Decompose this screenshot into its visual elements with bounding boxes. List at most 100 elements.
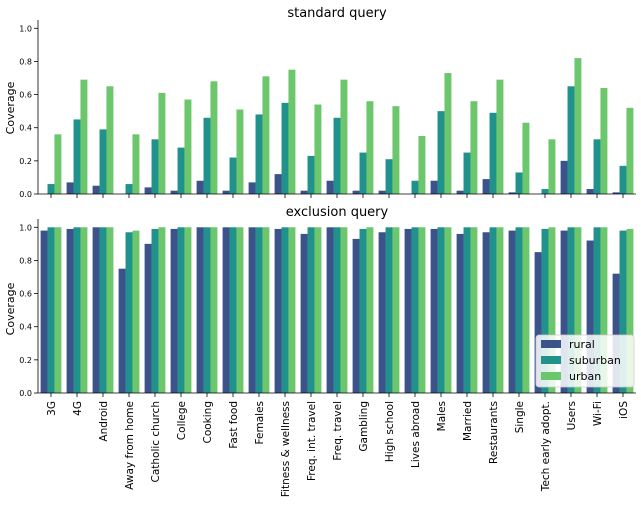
bar-suburban <box>567 86 575 194</box>
bar-urban <box>236 109 244 194</box>
bar-suburban <box>515 227 523 393</box>
bar-rural <box>66 182 74 194</box>
bar-rural <box>456 190 464 194</box>
x-tick-label: High school <box>384 401 396 462</box>
bar-rural <box>482 179 490 194</box>
bar-urban <box>158 92 166 194</box>
x-tick-label: Away from home <box>124 401 136 490</box>
bar-urban <box>496 79 504 194</box>
x-tick-label: Males <box>436 401 448 431</box>
bar-suburban <box>463 152 471 194</box>
bar-urban <box>314 227 322 393</box>
x-tick-label: Wi-Fi <box>592 401 604 426</box>
legend-label-suburban: suburban <box>569 354 621 367</box>
bar-suburban <box>463 227 471 393</box>
bar-suburban <box>411 227 419 393</box>
bars <box>40 227 634 393</box>
x-tick-label: Users <box>566 401 578 430</box>
bar-rural <box>222 227 230 393</box>
legend-swatch-rural <box>541 340 561 348</box>
bar-rural <box>586 240 594 393</box>
bar-urban <box>314 104 322 194</box>
bar-rural <box>274 228 282 393</box>
bar-urban <box>366 227 374 393</box>
bar-suburban <box>489 227 497 393</box>
panel-title: standard query <box>287 6 387 21</box>
bar-rural <box>144 187 152 194</box>
bar-suburban <box>333 227 341 393</box>
bar-rural <box>352 238 360 393</box>
bar-suburban <box>203 117 211 194</box>
bar-urban <box>132 134 140 194</box>
bar-urban <box>288 227 296 393</box>
x-tick-label: Freq. travel <box>332 401 344 461</box>
bars <box>47 58 634 194</box>
bar-urban <box>262 227 270 393</box>
bar-urban <box>262 76 270 194</box>
bar-rural <box>118 268 126 393</box>
y-ticks: 0.0 0.2 0.4 0.6 0.8 1.0 <box>19 223 38 398</box>
bar-rural <box>66 228 74 393</box>
bar-suburban <box>255 227 263 393</box>
bar-suburban <box>489 112 497 194</box>
bar-suburban <box>229 227 237 393</box>
y-axis-label: Coverage <box>4 282 17 335</box>
x-tick-label: iOS <box>618 401 630 419</box>
bar-rural <box>196 227 204 393</box>
y-tick-label: 0.8 <box>19 256 32 265</box>
x-tick-labels: 3G 4G Android Away from home Catholic church… <box>46 401 630 497</box>
bar-urban <box>496 227 504 393</box>
x-tick-label: Fitness & wellness <box>280 401 292 497</box>
bar-suburban <box>177 147 185 194</box>
bar-urban <box>548 139 556 194</box>
bar-urban <box>236 227 244 393</box>
bar-suburban <box>73 119 81 194</box>
bar-rural <box>248 182 256 194</box>
bar-rural <box>430 228 438 393</box>
bar-urban <box>444 73 452 194</box>
bar-suburban <box>99 227 107 393</box>
bar-rural <box>92 185 100 194</box>
bar-urban <box>600 87 608 194</box>
bar-urban <box>340 227 348 393</box>
bar-rural <box>456 233 464 393</box>
x-tick-label: 3G <box>46 401 58 416</box>
bar-rural <box>196 180 204 194</box>
x-tick-label: Married <box>462 401 474 441</box>
bar-suburban <box>411 180 419 194</box>
bar-rural <box>560 230 568 393</box>
bar-rural <box>430 180 438 194</box>
bar-rural <box>508 192 516 194</box>
bar-rural <box>92 227 100 393</box>
x-tick-label: Tech early adopt. <box>540 401 552 492</box>
bar-urban <box>444 227 452 393</box>
bar-rural <box>508 230 516 393</box>
bar-suburban <box>151 139 159 194</box>
bar-urban <box>54 227 62 393</box>
bar-rural <box>378 190 386 194</box>
y-tick-label: 0.6 <box>19 290 32 299</box>
y-tick-label: 0.2 <box>19 356 32 365</box>
panel-title: exclusion query <box>286 205 389 220</box>
legend-label-urban: urban <box>569 370 601 383</box>
bar-suburban <box>229 157 237 194</box>
bar-urban <box>288 69 296 194</box>
y-tick-label: 0.2 <box>19 157 32 166</box>
bar-urban <box>418 227 426 393</box>
bar-rural <box>586 189 594 194</box>
bar-rural <box>352 190 360 194</box>
bar-urban <box>80 227 88 393</box>
y-tick-label: 1.0 <box>19 223 32 232</box>
bar-suburban <box>281 102 289 194</box>
y-ticks: 0.0 0.2 0.4 0.6 0.8 1.0 <box>19 24 38 199</box>
bar-rural <box>612 192 620 194</box>
bar-rural <box>144 243 152 393</box>
bar-urban <box>210 81 218 194</box>
legend-swatch-urban <box>541 372 561 380</box>
bar-rural <box>274 174 282 194</box>
bar-urban <box>470 101 478 194</box>
bar-urban <box>210 227 218 393</box>
bar-suburban <box>593 227 601 393</box>
bar-urban <box>80 79 88 194</box>
bar-suburban <box>281 227 289 393</box>
